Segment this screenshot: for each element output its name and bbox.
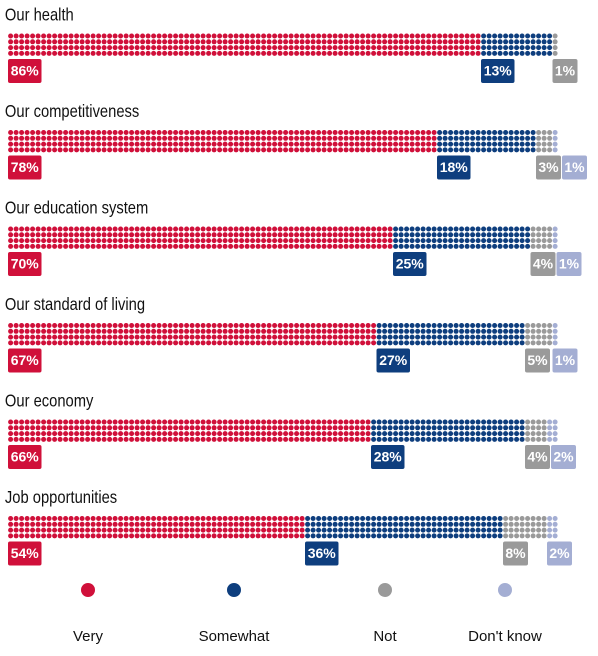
value-label: 70% <box>11 256 40 272</box>
legend-swatch <box>81 583 95 597</box>
row-title: Our economy <box>5 391 94 411</box>
value-label: 1% <box>564 159 585 175</box>
dot-segment <box>8 226 393 249</box>
legend-label: Not <box>373 628 397 645</box>
label-box <box>536 155 561 180</box>
row-title: Our health <box>5 5 74 25</box>
value-label: 78% <box>11 159 40 175</box>
label-box <box>525 348 550 373</box>
value-label: 2% <box>553 449 574 465</box>
label-box <box>556 252 582 276</box>
dot-segment <box>8 130 437 153</box>
value-label: 86% <box>11 63 40 79</box>
legend-swatch <box>378 583 392 597</box>
value-label: 3% <box>538 159 559 175</box>
value-label: 2% <box>549 545 570 561</box>
value-label: 18% <box>440 159 469 175</box>
label-box <box>547 541 572 566</box>
label-box <box>8 348 42 373</box>
label-box <box>530 252 556 276</box>
value-label: 1% <box>559 256 580 272</box>
dot-segment <box>547 419 558 442</box>
value-label: 8% <box>505 545 526 561</box>
value-label: 13% <box>484 63 513 79</box>
label-box <box>551 445 576 469</box>
dot-segment <box>525 419 547 442</box>
dot-segment <box>525 323 553 346</box>
dot-segment <box>552 323 558 346</box>
dot-segment <box>8 323 377 346</box>
dot-segment <box>552 226 558 249</box>
dot-segment <box>8 516 305 539</box>
label-box <box>437 155 471 180</box>
label-box <box>8 155 42 180</box>
label-box <box>8 252 42 276</box>
value-label: 36% <box>308 545 337 561</box>
dot-segment <box>376 323 525 346</box>
dot-segment <box>8 33 481 56</box>
value-label: 1% <box>555 352 576 368</box>
dot-segment <box>305 516 503 539</box>
legend-swatch <box>498 583 512 597</box>
label-box <box>481 59 515 83</box>
label-box <box>305 541 339 566</box>
dot-segment <box>393 226 531 249</box>
value-label: 28% <box>374 449 403 465</box>
label-box <box>552 348 578 373</box>
legend-label: Don't know <box>468 628 542 645</box>
value-label: 25% <box>396 256 425 272</box>
legend-label: Very <box>73 628 104 645</box>
dot-segment <box>552 33 558 56</box>
label-box <box>376 348 410 373</box>
dot-segment <box>547 516 558 539</box>
value-label: 4% <box>533 256 554 272</box>
legend-label: Somewhat <box>199 628 271 645</box>
label-box <box>8 541 42 566</box>
row-title: Our standard of living <box>5 295 145 315</box>
value-label: 67% <box>11 352 40 368</box>
dot-segment <box>437 130 536 153</box>
label-box <box>525 445 550 469</box>
label-box <box>503 541 528 566</box>
value-label: 4% <box>527 449 548 465</box>
row-title: Our education system <box>5 198 148 218</box>
label-box <box>393 252 427 276</box>
label-box <box>371 445 405 469</box>
dot-segment <box>503 516 547 539</box>
dot-segment <box>481 33 553 56</box>
dot-segment <box>371 419 525 442</box>
label-box <box>8 445 42 469</box>
label-box <box>552 59 578 83</box>
value-label: 5% <box>527 352 548 368</box>
value-label: 27% <box>379 352 408 368</box>
dot-segment <box>8 419 371 442</box>
label-box <box>562 155 587 180</box>
legend-swatch <box>227 583 241 597</box>
value-label: 1% <box>555 63 576 79</box>
row-title: Our competitiveness <box>5 102 139 122</box>
value-label: 66% <box>11 449 40 465</box>
value-label: 54% <box>11 545 40 561</box>
dot-segment <box>530 226 553 249</box>
dot-segment <box>536 130 553 153</box>
dot-segment <box>552 130 558 153</box>
label-box <box>8 59 42 83</box>
row-title: Job opportunities <box>5 488 117 508</box>
